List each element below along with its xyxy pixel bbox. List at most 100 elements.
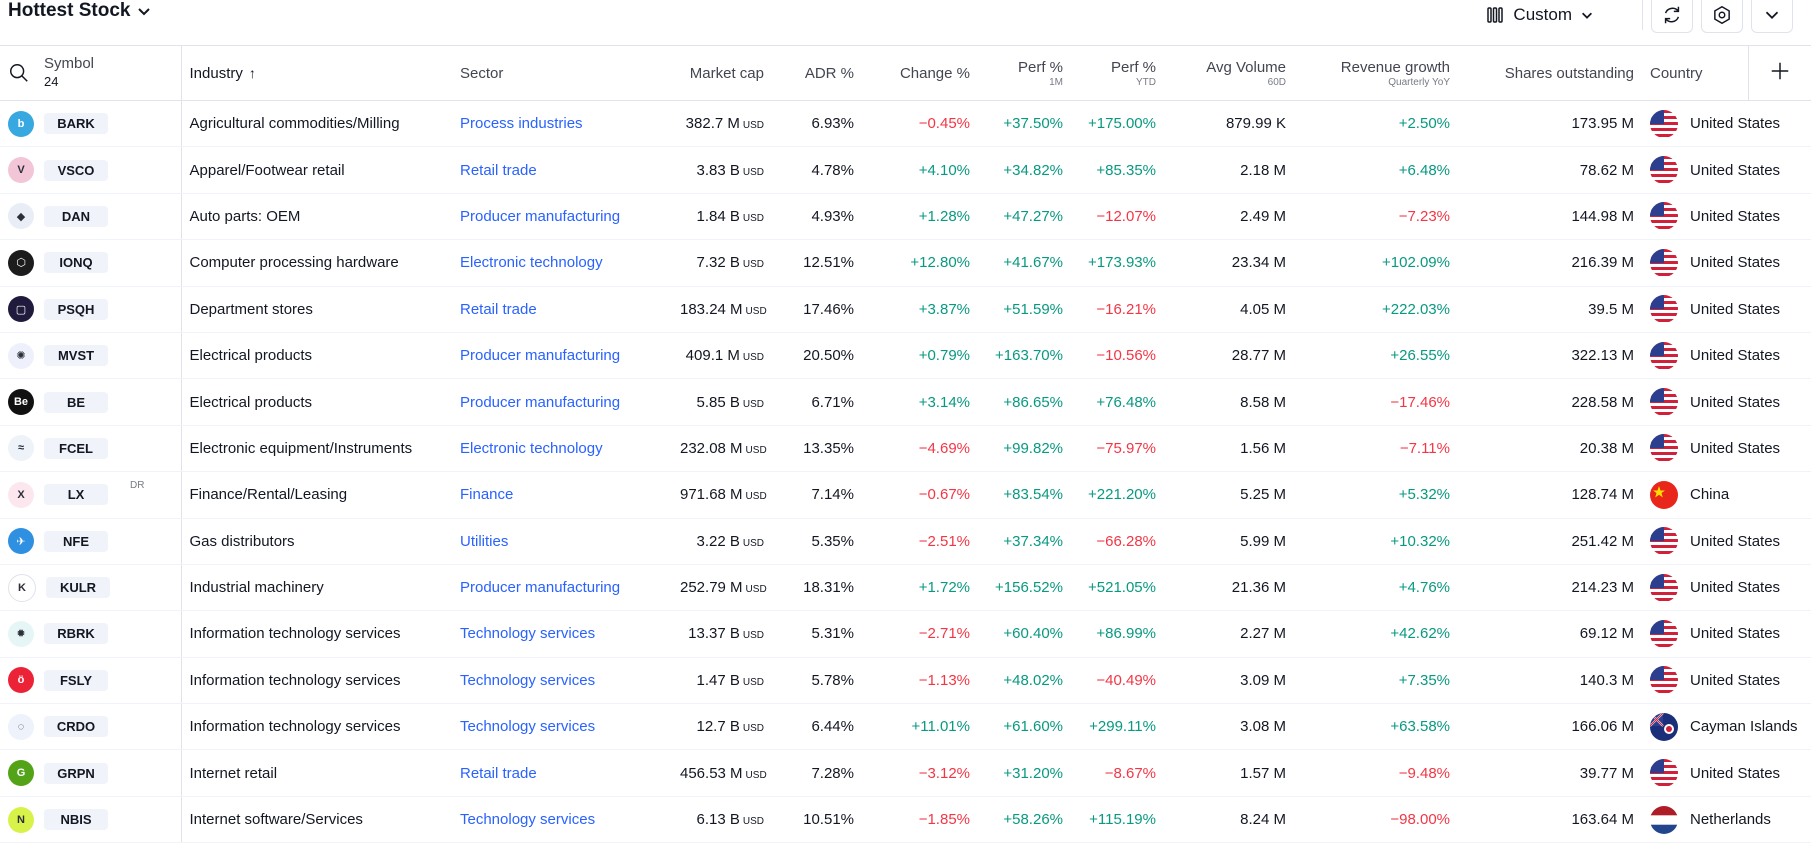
search-icon[interactable] bbox=[8, 62, 30, 84]
market-cap-column-header[interactable]: Market cap bbox=[672, 45, 772, 101]
sector-link[interactable]: Technology services bbox=[460, 811, 596, 829]
symbol-cell[interactable]: b BARK bbox=[0, 100, 182, 148]
table-row[interactable]: ◌ CRDO Information technology services T… bbox=[0, 703, 1811, 751]
symbol-cell[interactable]: ≈ FCEL bbox=[0, 425, 182, 473]
ticker-badge[interactable]: DAN bbox=[44, 205, 108, 227]
symbol-cell[interactable]: V VSCO bbox=[0, 146, 182, 194]
add-column-button[interactable] bbox=[1747, 45, 1811, 101]
table-row[interactable]: ◆ DAN Auto parts: OEM Producer manufactu… bbox=[0, 193, 1811, 241]
symbol-cell[interactable]: Be BE bbox=[0, 378, 182, 426]
sector-link[interactable]: Utilities bbox=[460, 532, 509, 550]
sector-cell[interactable]: Retail trade bbox=[452, 146, 672, 194]
sector-link[interactable]: Technology services bbox=[460, 718, 596, 736]
sector-link[interactable]: Technology services bbox=[460, 671, 596, 689]
symbol-cell[interactable]: ✹ RBRK bbox=[0, 610, 182, 658]
sector-cell[interactable]: Producer manufacturing bbox=[452, 564, 672, 612]
settings-button[interactable] bbox=[1701, 0, 1743, 33]
table-row[interactable]: Be BE Electrical products Producer manuf… bbox=[0, 378, 1811, 426]
avg-volume-column-header[interactable]: Avg Volume 60D bbox=[1164, 45, 1294, 101]
symbol-cell[interactable]: K KULR bbox=[0, 564, 182, 612]
sector-cell[interactable]: Producer manufacturing bbox=[452, 378, 672, 426]
table-row[interactable]: ⬡ IONQ Computer processing hardware Elec… bbox=[0, 239, 1811, 287]
table-row[interactable]: X LX DR Finance/Rental/Leasing Finance 9… bbox=[0, 471, 1811, 519]
table-row[interactable]: N NBIS Internet software/Services Techno… bbox=[0, 796, 1811, 843]
symbol-cell[interactable]: ö FSLY bbox=[0, 657, 182, 705]
sector-link[interactable]: Retail trade bbox=[460, 161, 537, 179]
table-row[interactable]: ✹ RBRK Information technology services T… bbox=[0, 610, 1811, 658]
symbol-cell[interactable]: G GRPN bbox=[0, 749, 182, 797]
ticker-badge[interactable]: IONQ bbox=[44, 252, 108, 274]
sector-link[interactable]: Producer manufacturing bbox=[460, 207, 621, 225]
perf-ytd-column-header[interactable]: Perf % YTD bbox=[1071, 45, 1164, 101]
adr-column-header[interactable]: ADR % bbox=[772, 45, 862, 101]
sector-link[interactable]: Technology services bbox=[460, 625, 596, 643]
sector-link[interactable]: Retail trade bbox=[460, 300, 537, 318]
symbol-cell[interactable]: ✈ NFE bbox=[0, 518, 182, 565]
sector-cell[interactable]: Utilities bbox=[452, 518, 672, 565]
ticker-badge[interactable]: RBRK bbox=[44, 623, 108, 645]
sector-link[interactable]: Electronic technology bbox=[460, 254, 603, 272]
sector-cell[interactable]: Process industries bbox=[452, 100, 672, 148]
refresh-button[interactable] bbox=[1651, 0, 1693, 33]
ticker-badge[interactable]: PSQH bbox=[44, 298, 108, 320]
table-row[interactable]: b BARK Agricultural commodities/Milling … bbox=[0, 100, 1811, 148]
perf-1m-column-header[interactable]: Perf % 1M bbox=[978, 45, 1071, 101]
symbol-cell[interactable]: ◌ CRDO bbox=[0, 703, 182, 751]
table-row[interactable]: G GRPN Internet retail Retail trade 456.… bbox=[0, 749, 1811, 797]
symbol-cell[interactable]: ▢ PSQH bbox=[0, 286, 182, 333]
table-row[interactable]: V VSCO Apparel/Footwear retail Retail tr… bbox=[0, 146, 1811, 194]
ticker-badge[interactable]: FSLY bbox=[44, 669, 108, 691]
industry-cell: Computer processing hardware bbox=[181, 239, 452, 287]
change-column-header[interactable]: Change % bbox=[862, 45, 978, 101]
symbol-cell[interactable]: X LX DR bbox=[0, 471, 182, 519]
sector-cell[interactable]: Electronic technology bbox=[452, 425, 672, 473]
column-set-dropdown[interactable]: Custom bbox=[1485, 5, 1594, 25]
sector-cell[interactable]: Finance bbox=[452, 471, 672, 519]
table-row[interactable]: ✺ MVST Electrical products Producer manu… bbox=[0, 332, 1811, 380]
ticker-badge[interactable]: LX bbox=[44, 484, 108, 506]
table-row[interactable]: ▢ PSQH Department stores Retail trade 18… bbox=[0, 286, 1811, 333]
sector-cell[interactable]: Electronic technology bbox=[452, 239, 672, 287]
sector-link[interactable]: Process industries bbox=[460, 115, 583, 133]
ticker-badge[interactable]: GRPN bbox=[44, 762, 108, 784]
sector-link[interactable]: Retail trade bbox=[460, 764, 537, 782]
sector-column-header[interactable]: Sector bbox=[452, 45, 672, 101]
sector-cell[interactable]: Producer manufacturing bbox=[452, 332, 672, 380]
symbol-cell[interactable]: ◆ DAN bbox=[0, 193, 182, 241]
industry-column-header[interactable]: Industry ↑ bbox=[181, 45, 452, 101]
shares-outstanding-column-header[interactable]: Shares outstanding bbox=[1458, 45, 1642, 101]
ticker-badge[interactable]: KULR bbox=[46, 577, 110, 599]
sector-link[interactable]: Producer manufacturing bbox=[460, 393, 621, 411]
country-column-header[interactable]: Country bbox=[1642, 45, 1748, 101]
sector-cell[interactable]: Retail trade bbox=[452, 286, 672, 333]
symbol-cell[interactable]: N NBIS bbox=[0, 796, 182, 843]
symbol-cell[interactable]: ✺ MVST bbox=[0, 332, 182, 380]
table-row[interactable]: ö FSLY Information technology services T… bbox=[0, 657, 1811, 705]
more-options-button[interactable] bbox=[1751, 0, 1793, 33]
table-row[interactable]: K KULR Industrial machinery Producer man… bbox=[0, 564, 1811, 612]
symbol-column-header[interactable]: Symbol 24 bbox=[0, 45, 182, 101]
sector-cell[interactable]: Technology services bbox=[452, 703, 672, 751]
ticker-badge[interactable]: VSCO bbox=[44, 159, 108, 181]
sector-cell[interactable]: Producer manufacturing bbox=[452, 193, 672, 241]
sector-cell[interactable]: Technology services bbox=[452, 610, 672, 658]
sector-link[interactable]: Producer manufacturing bbox=[460, 347, 621, 365]
sector-cell[interactable]: Technology services bbox=[452, 657, 672, 705]
sector-link[interactable]: Producer manufacturing bbox=[460, 579, 621, 597]
sector-link[interactable]: Finance bbox=[460, 486, 514, 504]
ticker-badge[interactable]: MVST bbox=[44, 345, 108, 367]
ticker-badge[interactable]: BE bbox=[44, 391, 108, 413]
symbol-cell[interactable]: ⬡ IONQ bbox=[0, 239, 182, 287]
sector-link[interactable]: Electronic technology bbox=[460, 439, 603, 457]
ticker-badge[interactable]: NBIS bbox=[44, 809, 108, 831]
ticker-badge[interactable]: CRDO bbox=[44, 716, 108, 738]
ticker-badge[interactable]: BARK bbox=[44, 113, 108, 135]
table-row[interactable]: ≈ FCEL Electronic equipment/Instruments … bbox=[0, 425, 1811, 473]
ticker-badge[interactable]: FCEL bbox=[44, 437, 108, 459]
sector-cell[interactable]: Retail trade bbox=[452, 749, 672, 797]
watchlist-title-dropdown[interactable]: Hottest Stock bbox=[8, 0, 152, 22]
revenue-growth-column-header[interactable]: Revenue growth Quarterly YoY bbox=[1294, 45, 1458, 101]
sector-cell[interactable]: Technology services bbox=[452, 796, 672, 843]
ticker-badge[interactable]: NFE bbox=[44, 530, 108, 552]
